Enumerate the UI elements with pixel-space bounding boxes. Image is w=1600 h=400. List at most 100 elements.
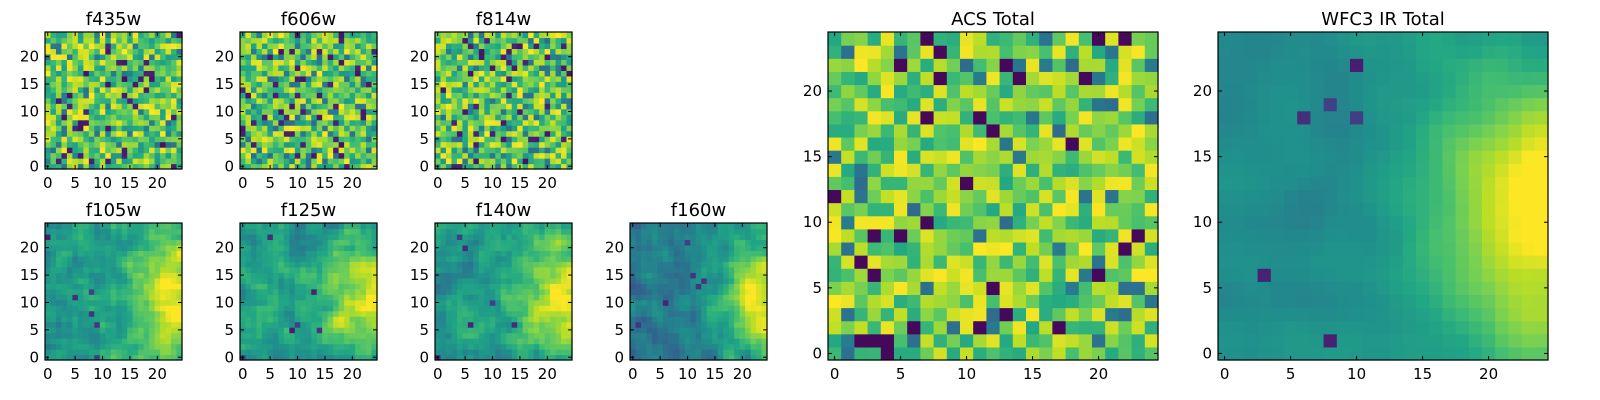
- heatmap-cell: [143, 125, 150, 132]
- heatmap-cell: [473, 266, 480, 273]
- heatmap-cell: [561, 332, 568, 339]
- heatmap-cell: [528, 223, 535, 230]
- heatmap-cell: [440, 53, 447, 60]
- heatmap-cell: [462, 92, 469, 99]
- heatmap-cell: [366, 277, 373, 284]
- heatmap-cell: [539, 81, 546, 88]
- heatmap-cell: [88, 103, 95, 110]
- heatmap-cell: [160, 244, 167, 251]
- heatmap-cell: [83, 327, 90, 334]
- heatmap-cell: [88, 239, 95, 246]
- heatmap-cell: [327, 130, 334, 137]
- heatmap-cell: [1012, 294, 1027, 309]
- heatmap-cell: [360, 250, 367, 257]
- heatmap-cell: [110, 97, 117, 104]
- heatmap-cell: [294, 59, 301, 66]
- heatmap-cell: [371, 321, 378, 328]
- heatmap-cell: [445, 228, 453, 235]
- heatmap-cell: [640, 272, 648, 279]
- heatmap-cell: [489, 233, 496, 241]
- heatmap-cell: [127, 119, 134, 126]
- heatmap-cell: [311, 37, 318, 44]
- heatmap-cell: [371, 250, 378, 257]
- heatmap-cell: [50, 288, 57, 295]
- heatmap-cell: [500, 92, 507, 99]
- heatmap-cell: [132, 228, 139, 235]
- heatmap-cell: [484, 158, 491, 165]
- heatmap-cell: [561, 288, 568, 295]
- heatmap-cell: [467, 70, 474, 77]
- heatmap-cell: [894, 346, 908, 361]
- heatmap-cell: [1078, 255, 1093, 269]
- heatmap-cell: [867, 241, 882, 256]
- heatmap-cell: [116, 343, 123, 350]
- heatmap-cell: [45, 130, 52, 137]
- heatmap-cell: [745, 272, 752, 279]
- heatmap-cell: [478, 250, 485, 257]
- heatmap-cell: [333, 158, 340, 165]
- heatmap-cell: [338, 97, 345, 104]
- heatmap-cell: [45, 228, 52, 235]
- heatmap-cell: [267, 92, 274, 99]
- heatmap-cell: [1118, 255, 1133, 269]
- heatmap-cell: [550, 152, 557, 159]
- heatmap-cell: [283, 147, 290, 154]
- heatmap-cell: [105, 277, 112, 284]
- heatmap-cell: [45, 147, 52, 154]
- y-tick-label: 0: [419, 157, 429, 175]
- heatmap-cell: [973, 320, 987, 335]
- heatmap-cell: [278, 59, 285, 66]
- heatmap-cell: [132, 283, 139, 290]
- heatmap-cell: [484, 81, 491, 88]
- heatmap-cell: [143, 92, 150, 99]
- heatmap-cell: [94, 147, 101, 154]
- heatmap-cell: [83, 114, 90, 121]
- heatmap-cell: [695, 332, 702, 339]
- heatmap-cell: [110, 125, 117, 132]
- heatmap-cell: [662, 261, 669, 268]
- heatmap-cell: [473, 108, 480, 115]
- heatmap-cell: [278, 64, 285, 71]
- heatmap-cell: [517, 338, 524, 345]
- heatmap-cell: [999, 333, 1014, 348]
- heatmap-cell: [651, 228, 658, 235]
- heatmap-cell: [333, 261, 340, 268]
- heatmap-cell: [1118, 241, 1133, 256]
- heatmap-cell: [561, 86, 568, 93]
- heatmap-cell: [283, 349, 290, 356]
- heatmap-cell: [294, 327, 301, 334]
- heatmap-cell: [149, 53, 156, 60]
- heatmap-cell: [695, 272, 702, 279]
- heatmap-cell: [371, 32, 378, 39]
- heatmap-cell: [522, 86, 529, 93]
- heatmap-cell: [566, 349, 573, 356]
- heatmap-cell: [756, 354, 763, 361]
- heatmap-cell: [867, 150, 882, 164]
- heatmap-cell: [171, 37, 178, 44]
- heatmap-cell: [445, 130, 453, 137]
- heatmap-cell: [165, 42, 172, 50]
- heatmap-cell: [311, 125, 318, 132]
- heatmap-cell: [66, 305, 73, 312]
- heatmap-cell: [121, 163, 128, 170]
- heatmap-cell: [445, 53, 453, 60]
- heatmap-cell: [250, 321, 258, 328]
- heatmap-cell: [105, 327, 112, 334]
- heatmap-cell: [261, 75, 268, 82]
- heatmap-cell: [165, 255, 172, 262]
- heatmap-cell: [267, 75, 274, 82]
- heatmap-cell: [300, 75, 307, 82]
- heatmap-cell: [478, 272, 485, 279]
- heatmap-cell: [539, 255, 546, 262]
- heatmap-cell: [261, 32, 268, 39]
- heatmap-cell: [371, 103, 378, 110]
- heatmap-cell: [316, 70, 323, 77]
- heatmap-cell: [256, 343, 263, 350]
- heatmap-cell: [94, 53, 101, 60]
- heatmap-cell: [673, 228, 680, 235]
- heatmap-cell: [83, 321, 90, 328]
- heatmap-cell: [828, 189, 842, 204]
- heatmap-cell: [149, 277, 156, 284]
- heatmap-cell: [701, 288, 708, 295]
